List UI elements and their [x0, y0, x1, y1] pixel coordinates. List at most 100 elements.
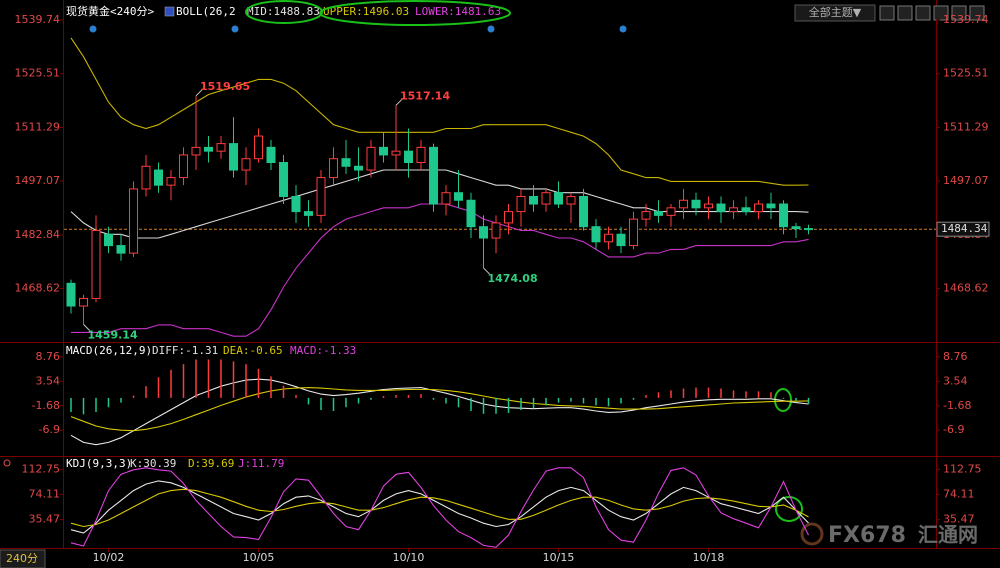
- y-tick-label: 1511.29: [943, 120, 989, 133]
- candle-body: [329, 158, 338, 179]
- y-tick-label: 112.75: [22, 462, 61, 475]
- toolbar-icon[interactable]: [969, 5, 985, 21]
- series-line: [70, 169, 809, 239]
- candle-body: [804, 228, 813, 231]
- y-tick-label: 3.54: [943, 374, 968, 387]
- candle-body: [579, 195, 588, 228]
- period-tab-label[interactable]: 240分: [6, 552, 38, 565]
- y-tick-label: 112.75: [943, 462, 982, 475]
- legend-entry: J:11.79: [238, 457, 284, 470]
- toolbar-icon[interactable]: [951, 5, 967, 21]
- candle-body: [191, 146, 201, 156]
- candle-body: [66, 282, 76, 307]
- candle-body: [704, 203, 713, 209]
- highlight-circle: [245, 0, 323, 24]
- event-marker[interactable]: [487, 25, 495, 33]
- chart-title: 现货黄金<240分>: [66, 4, 154, 18]
- y-tick-label: 35.47: [943, 513, 975, 526]
- candle-body: [341, 158, 351, 167]
- y-tick-label: 1497.07: [15, 174, 61, 187]
- series-line: [70, 37, 809, 186]
- indicator-icon: [164, 6, 175, 17]
- y-tick-label: 1525.51: [943, 67, 989, 80]
- candle-body: [629, 218, 638, 247]
- candle-body: [466, 199, 476, 228]
- candle-body: [679, 199, 688, 209]
- y-tick-label: 8.76: [943, 350, 968, 363]
- y-tick-label: 35.47: [29, 513, 61, 526]
- x-tick-label: 10/18: [693, 551, 725, 564]
- event-marker[interactable]: [89, 25, 97, 33]
- frame: [0, 0, 1000, 549]
- watermark: 汇通网: [918, 523, 978, 547]
- annotation-leader: [83, 324, 90, 331]
- y-tick-label: 74.11: [29, 487, 61, 500]
- y-tick-label: -1.68: [943, 399, 971, 412]
- candle-body: [716, 203, 726, 213]
- y-tick-label: 8.76: [36, 350, 61, 363]
- candle-body: [304, 211, 313, 216]
- toolbar-icon[interactable]: [933, 5, 949, 21]
- candle-body: [754, 203, 763, 213]
- legend-entry: MID:1488.83: [247, 5, 320, 18]
- candle-body: [454, 192, 463, 201]
- candle-body: [791, 226, 801, 230]
- price-tag: [936, 221, 990, 237]
- legend-entry: DIFF:-1.31: [152, 344, 218, 357]
- y-tick-label: 1539.74: [15, 13, 61, 26]
- candle-body: [154, 169, 163, 186]
- event-markers: [89, 25, 627, 33]
- y-tick-label: 3.54: [36, 374, 61, 387]
- series-line: [70, 480, 809, 534]
- y-tick-label: 1539.74: [943, 13, 989, 26]
- toolbar-icon[interactable]: [915, 5, 931, 21]
- x-tick-label: 10/10: [393, 551, 425, 564]
- candle-body: [529, 195, 538, 205]
- candle-body: [616, 233, 626, 247]
- candle-body: [216, 143, 226, 152]
- candle-body: [116, 245, 126, 254]
- candle-body: [291, 195, 301, 213]
- highlight-circle: [319, 0, 511, 26]
- y-tick-label: -6.9: [39, 423, 60, 436]
- y-tick-label: 1468.62: [15, 282, 61, 295]
- legend-entry: D:39.69: [188, 457, 234, 470]
- candle-body: [266, 146, 276, 163]
- panel-title: MACD(26,12,9): [66, 344, 152, 357]
- period-tab[interactable]: [0, 549, 46, 568]
- candle-body: [666, 207, 676, 216]
- highlight-circle: [775, 496, 803, 522]
- candle-body: [429, 146, 438, 205]
- candle-body: [241, 158, 251, 171]
- theme-button[interactable]: [794, 4, 876, 22]
- series-line: [70, 488, 809, 528]
- candle-body: [129, 188, 138, 254]
- candle-body: [516, 195, 526, 213]
- candle-body: [379, 146, 388, 156]
- candle-body: [691, 199, 701, 209]
- y-tick-label: -1.68: [32, 399, 60, 412]
- candle-body: [491, 222, 501, 239]
- event-marker[interactable]: [619, 25, 627, 33]
- candle-body: [729, 207, 738, 213]
- candle-body: [541, 192, 551, 205]
- candle-body: [404, 150, 413, 163]
- candle-body: [254, 135, 263, 160]
- series-line: [70, 467, 809, 548]
- candle-body: [391, 150, 401, 156]
- annotation: 1459.14: [88, 328, 138, 341]
- y-tick-label: 74.11: [943, 487, 975, 500]
- candle-body: [591, 226, 601, 243]
- event-marker[interactable]: [231, 25, 239, 33]
- toolbar-icon[interactable]: [897, 5, 913, 21]
- candle-body: [354, 165, 363, 171]
- theme-button-label[interactable]: 全部主题▼: [809, 5, 862, 19]
- legend-entry: LOWER:1481.63: [415, 5, 501, 18]
- toolbar-icon[interactable]: [879, 5, 895, 21]
- y-tick-label: 1482.84: [15, 228, 61, 241]
- candle-body: [91, 229, 101, 299]
- y-tick-label: 1525.51: [15, 67, 61, 80]
- indicator-name: BOLL(26,2: [176, 5, 236, 18]
